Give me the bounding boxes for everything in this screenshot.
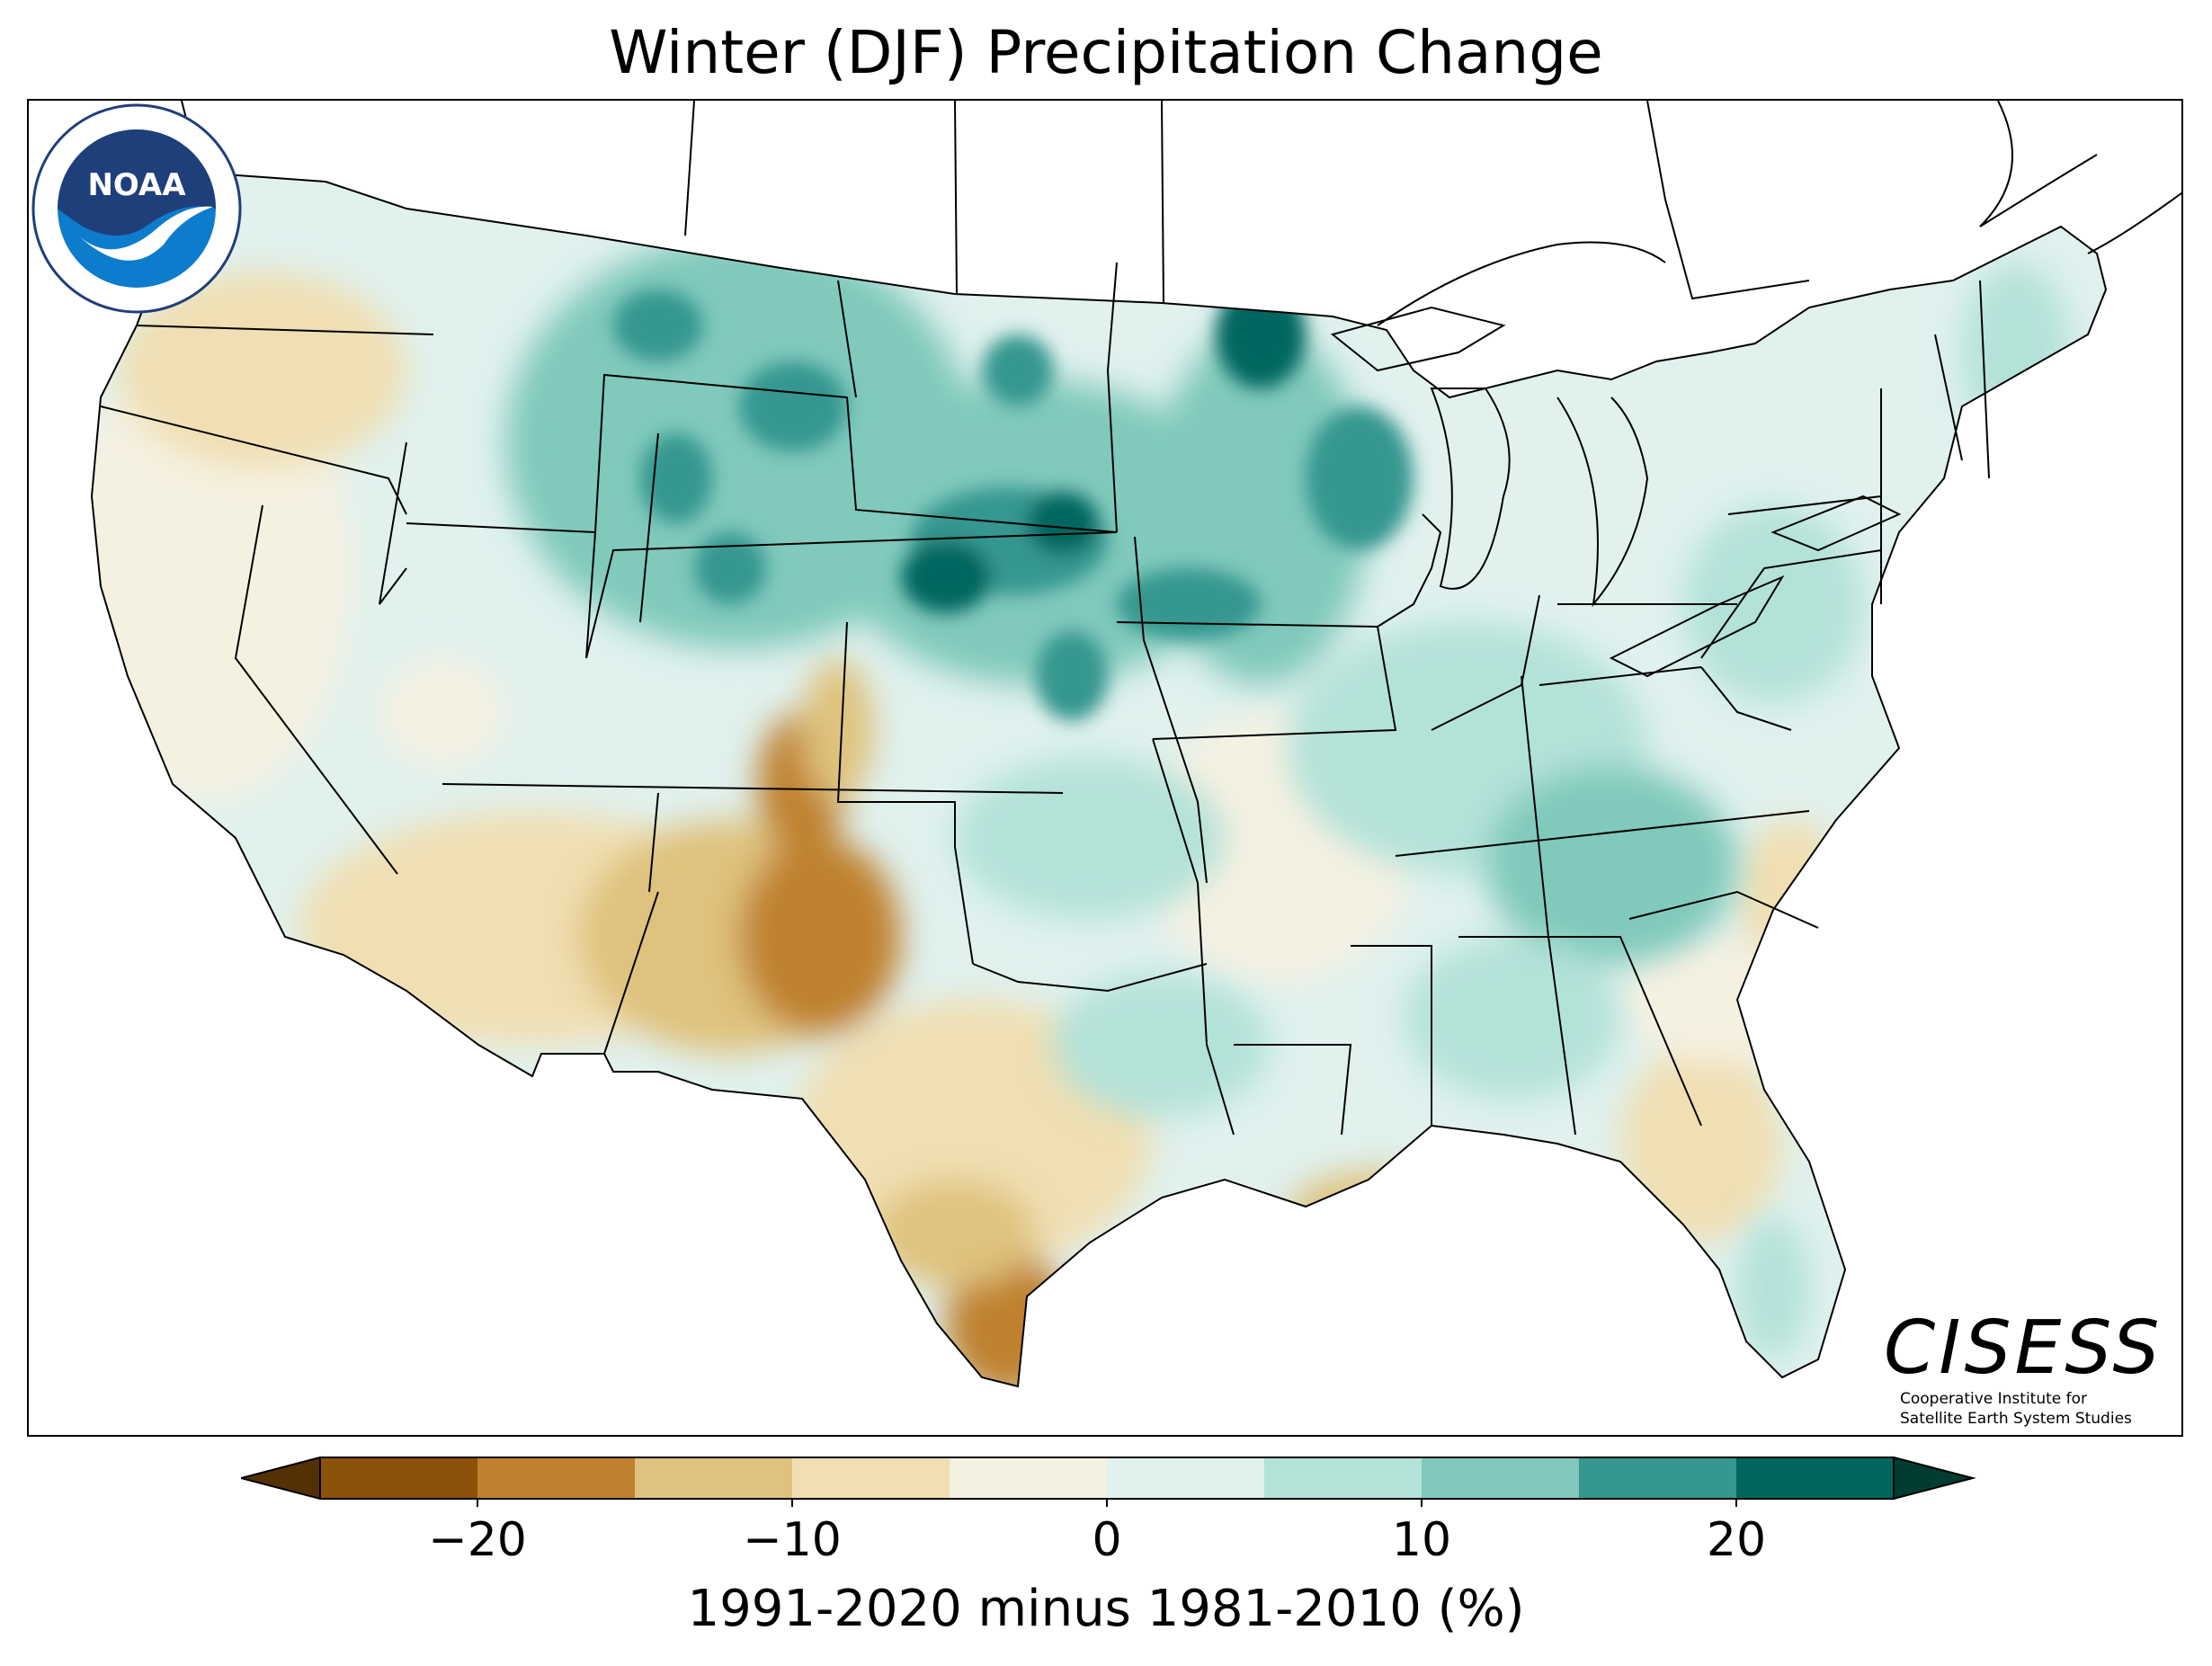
colorbar-tick-label: −10 (743, 1513, 842, 1567)
colorbar-label: 1991-2020 minus 1981-2010 (%) (687, 1580, 1525, 1638)
map-panel: NOAA (27, 99, 2183, 1437)
noaa-text: NOAA (87, 167, 186, 203)
cisess-line1: Cooperative Institute for (1900, 1390, 2088, 1408)
cisess-logo: CISESS Cooperative Institute for Satelli… (1884, 1305, 2163, 1429)
colorbar-tick-label: 20 (1706, 1513, 1767, 1567)
colorbar-segment (320, 1457, 477, 1499)
colorbar-tick-label: 0 (1092, 1513, 1122, 1567)
colorbar-segment (635, 1457, 792, 1499)
precip-change-map (91, 101, 2181, 1387)
noaa-logo-icon: NOAA (31, 103, 242, 314)
colorbar-segment (1264, 1457, 1422, 1499)
colorbar-extend-high (1893, 1456, 1976, 1501)
colorbar-tick-label: 10 (1391, 1513, 1452, 1567)
colorbar-segment (792, 1457, 950, 1499)
colorbar-segment (1107, 1457, 1264, 1499)
cisess-line2: Satellite Earth System Studies (1900, 1410, 2132, 1428)
cisess-name: CISESS (1884, 1305, 2163, 1391)
colorbar-segment (1422, 1457, 1579, 1499)
colorbar-segment (1736, 1457, 1894, 1499)
colorbar-segment (950, 1457, 1107, 1499)
colorbar-segment (1579, 1457, 1736, 1499)
colorbar-tick-label: −20 (428, 1513, 527, 1567)
map-title: Winter (DJF) Precipitation Change (609, 18, 1603, 87)
colorbar (241, 1456, 1976, 1507)
state-boundaries (91, 101, 2107, 1387)
canada-coast (1377, 101, 2181, 326)
colorbar-segment (477, 1457, 635, 1499)
colorbar-extend-low (241, 1456, 321, 1501)
